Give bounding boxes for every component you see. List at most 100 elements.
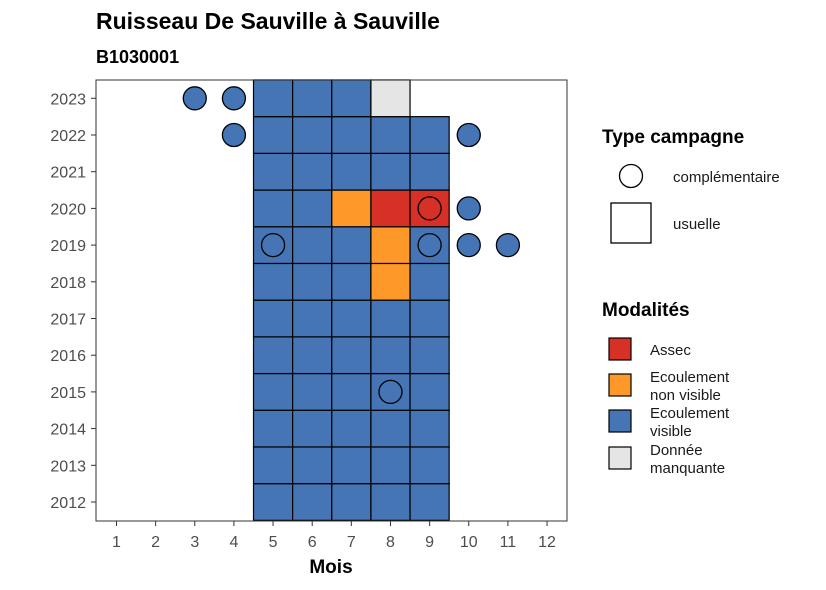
legend-key-complementaire: [618, 163, 644, 189]
tile-2023-6: [292, 79, 333, 118]
x-tick-label-12: 12: [538, 534, 556, 551]
tile-2020-5: [252, 189, 294, 228]
x-tick-label-11: 11: [500, 534, 517, 551]
tile-2012-9: [409, 483, 450, 521]
legend-key-usuelle: [610, 202, 652, 244]
x-tick-label-3: 3: [190, 534, 199, 551]
point-2019-5: [260, 232, 286, 258]
tile-2016-7: [331, 336, 372, 375]
tile-2022-8: [370, 116, 411, 154]
tile-2016-9: [409, 336, 450, 375]
tile-2018-6: [292, 262, 333, 301]
y-tick-label-2013: 2013: [50, 458, 86, 475]
tile-2012-7: [331, 483, 372, 521]
point-2022-10: [456, 122, 481, 148]
tile-2016-5: [252, 336, 294, 375]
legend-key-ecoulement-non-visible: [608, 373, 632, 397]
y-tick-label-2018: 2018: [50, 275, 86, 292]
x-tick-label-5: 5: [269, 534, 278, 551]
y-tick-label-2019: 2019: [50, 238, 86, 255]
x-tick-label-9: 9: [425, 534, 434, 551]
tile-2017-6: [292, 299, 333, 338]
tile-2019-8: [370, 226, 411, 265]
y-tick-label-2023: 2023: [50, 91, 86, 108]
legend-label-donn-e-manquante-line1: Donnée: [650, 442, 703, 459]
tile-2013-8: [370, 446, 411, 485]
tile-2012-5: [252, 483, 294, 521]
chart-title: Ruisseau De Sauville à Sauville: [96, 8, 440, 34]
x-tick-label-6: 6: [308, 534, 317, 551]
tile-2023-5: [252, 79, 294, 118]
tile-2013-9: [409, 446, 450, 485]
point-2019-9: [417, 232, 442, 258]
point-2019-10: [456, 232, 481, 258]
x-tick-label-8: 8: [386, 534, 395, 551]
tile-2022-9: [409, 116, 450, 154]
x-tick-label-1: 1: [112, 534, 121, 551]
tile-2023-7: [331, 79, 372, 118]
point-2015-8: [378, 379, 403, 405]
x-tick-label-10: 10: [460, 534, 478, 551]
tile-2015-7: [331, 372, 372, 411]
tile-2021-9: [409, 152, 450, 191]
tile-2014-5: [252, 409, 294, 448]
y-tick-label-2015: 2015: [50, 385, 86, 402]
tile-2013-7: [331, 446, 372, 485]
tile-2014-7: [331, 409, 372, 448]
tile-2018-7: [331, 262, 372, 301]
tile-2012-6: [292, 483, 333, 521]
y-tick-label-2022: 2022: [50, 128, 86, 145]
tile-2020-7: [331, 189, 372, 228]
point-2020-10: [456, 196, 481, 221]
legend-key-donn-e-manquante: [608, 446, 632, 470]
legend-key-ecoulement-visible: [608, 409, 632, 433]
x-tick-label-7: 7: [347, 534, 356, 551]
tile-2019-6: [292, 226, 333, 265]
tile-2014-9: [409, 409, 450, 448]
legend-label-ecoulement-visible-line2: visible: [650, 423, 692, 440]
tile-2022-7: [331, 116, 372, 154]
tile-2021-8: [370, 152, 411, 191]
plot-border: [95, 79, 568, 522]
point-2019-11: [495, 232, 521, 258]
legend-label-usuelle: usuelle: [673, 216, 721, 233]
legend-label-ecoulement-visible-line1: Ecoulement: [650, 405, 730, 422]
legend: Type campagne complémentaire usuelle Modali…: [602, 127, 780, 477]
tile-2014-8: [370, 409, 411, 448]
x-tick-label-2: 2: [151, 534, 160, 551]
tile-2019-7: [331, 226, 372, 265]
tile-2020-6: [292, 189, 333, 228]
legend-label-ecoulement-non-visible-line1: Ecoulement: [650, 369, 730, 386]
points-layer: [182, 86, 521, 405]
y-tick-label-2020: 2020: [50, 201, 86, 218]
tile-2018-8: [370, 262, 411, 301]
tile-2013-5: [252, 446, 294, 485]
tile-2021-6: [292, 152, 333, 191]
y-tick-label-2017: 2017: [50, 312, 86, 329]
tile-2017-8: [370, 299, 411, 338]
y-tick-label-2014: 2014: [50, 422, 86, 439]
y-tick-label-2021: 2021: [50, 165, 86, 182]
chart-subtitle: B1030001: [96, 47, 179, 67]
x-axis: 1 2 3 4 5 6 7 8 9 10 11 12: [112, 521, 556, 551]
tile-2017-5: [252, 299, 294, 338]
tile-2015-5: [252, 372, 294, 411]
legend-title-modalites: Modalités: [602, 300, 690, 321]
legend-key-assec: [608, 337, 632, 361]
x-tick-label-4: 4: [229, 534, 238, 551]
tile-2016-8: [370, 336, 411, 375]
tile-2013-6: [292, 446, 333, 485]
tile-2021-7: [331, 152, 372, 191]
tile-2020-8: [370, 189, 411, 228]
point-2020-9: [417, 196, 442, 221]
point-2022-4: [221, 122, 247, 148]
y-tick-label-2016: 2016: [50, 348, 86, 365]
point-2023-4: [221, 86, 247, 111]
y-tick-label-2012: 2012: [50, 495, 86, 512]
tile-2015-6: [292, 372, 333, 411]
tiles-layer: [252, 79, 450, 521]
tile-2022-5: [252, 116, 294, 154]
tile-2012-8: [370, 483, 411, 521]
legend-label-complementaire: complémentaire: [673, 169, 780, 186]
